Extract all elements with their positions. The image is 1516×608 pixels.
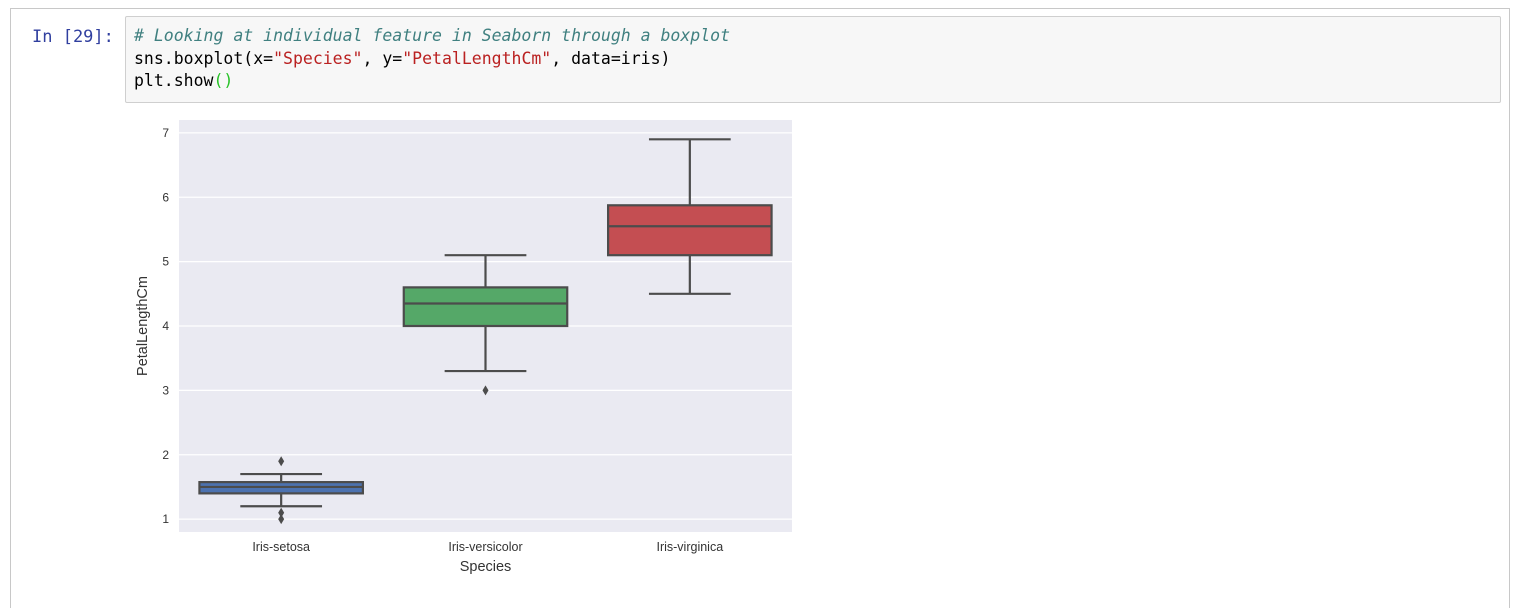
y-tick-label: 1 <box>162 512 169 526</box>
code-comment: # Looking at individual feature in Seabo… <box>134 26 731 45</box>
notebook-cell[interactable] <box>10 8 1510 608</box>
boxplot-chart: 1 2 3 4 5 6 7 Iris-setosa Iris-versicolor Iris-vi… <box>135 120 792 575</box>
x-tick-label: Iris-virginica <box>656 540 723 554</box>
code-editor[interactable]: # Looking at individual feature in Seabo… <box>125 16 1501 103</box>
y-tick-label: 6 <box>162 190 169 204</box>
box-iqr <box>402 286 569 328</box>
code-token: plt.show <box>134 71 214 90</box>
cell-output: 1 2 3 4 5 6 7 Iris-setosa Iris-versicolor Iris-vi… <box>125 110 825 586</box>
x-tick-label: Iris-versicolor <box>448 540 522 554</box>
code-line-2: sns.boxplot(x="Species", y="PetalLengthC… <box>134 48 1492 71</box>
code-token: , data=iris) <box>551 48 671 68</box>
y-tick-label: 7 <box>162 126 169 140</box>
code-line-1: # Looking at individual feature in Seabo… <box>134 25 1492 48</box>
outlier-point <box>278 507 285 518</box>
code-token: , y= <box>362 48 403 68</box>
code-string: "Species" <box>273 48 363 68</box>
outlier-point <box>278 456 285 467</box>
y-axis-label: PetalLengthCm <box>135 276 151 376</box>
code-string: "PetalLengthCm" <box>402 48 552 68</box>
outlier-point <box>278 514 285 525</box>
y-tick-label: 3 <box>162 383 169 397</box>
input-prompt: In [29]: <box>32 27 114 47</box>
code-token: sns.boxplot(x= <box>134 48 274 68</box>
x-tick-label: Iris-setosa <box>252 540 310 554</box>
code-parens: () <box>213 71 234 90</box>
y-tick-label: 2 <box>162 448 169 462</box>
box-iqr <box>607 204 773 257</box>
x-axis-label: Species <box>460 559 512 575</box>
code-line-3: plt.show() <box>134 70 1492 93</box>
y-tick-label: 5 <box>162 255 169 269</box>
outlier-point <box>482 385 489 396</box>
y-tick-label: 4 <box>162 319 169 333</box>
